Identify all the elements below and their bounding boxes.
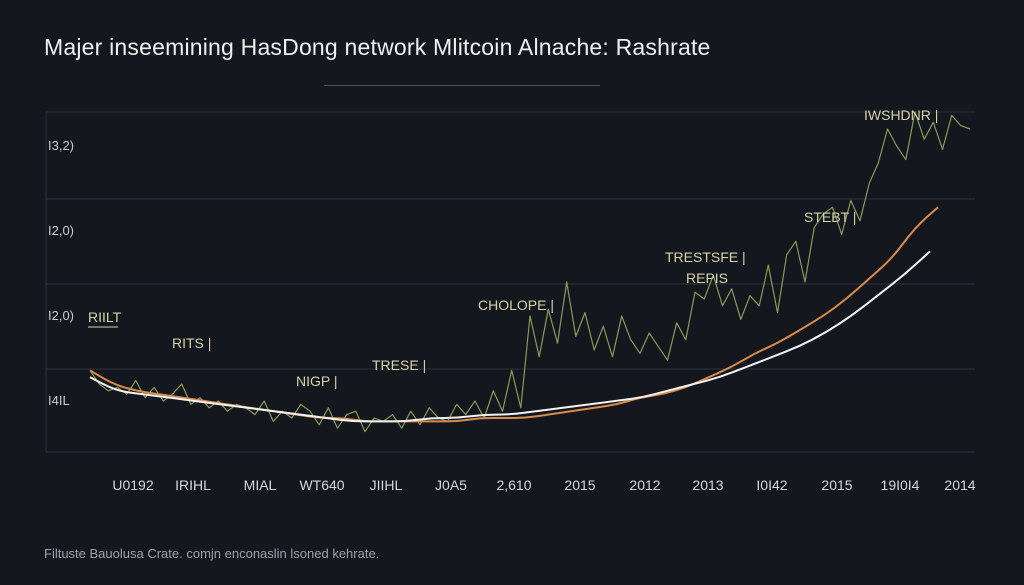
y-tick-layer: I3,2) I2,0) I2,0) I4IL — [48, 138, 74, 408]
series-line-orange — [89, 206, 939, 423]
x-tick-label: 2012 — [629, 477, 660, 493]
x-tick-label: IRIHL — [175, 477, 211, 493]
x-tick-label: MIAL — [244, 477, 277, 493]
chart-footer-caption: Filtuste Bauolusa Crate. comjn enconasli… — [44, 546, 380, 561]
y-tick-label: I2,0) — [48, 223, 74, 238]
x-tick-label: JIIHL — [370, 477, 403, 493]
x-tick-label: U0192 — [112, 477, 153, 493]
x-tick-label: 2014 — [944, 477, 975, 493]
x-tick-label: 2013 — [692, 477, 723, 493]
annotation-label: STEBT | — [804, 209, 856, 225]
y-tick-label: I2,0) — [48, 308, 74, 323]
y-tick-label: I3,2) — [48, 138, 74, 153]
x-tick-label: 19I0I4 — [881, 477, 920, 493]
x-tick-label: 2,610 — [496, 477, 531, 493]
series-line-white — [89, 250, 931, 423]
annotation-label: CHOLOPE | — [478, 297, 554, 313]
title-divider — [324, 85, 600, 86]
x-tick-layer: U0192 IRIHL MIAL WT640 JIIHL J0A5 2,610 2015 201… — [112, 477, 975, 493]
x-tick-label: WT640 — [299, 477, 344, 493]
annotation-layer: RIILT RITS | NIGP | TRESE | CHOLOPE | TRESTSF… — [88, 107, 938, 389]
grid-layer — [45, 111, 975, 453]
annotation-label: IWSHDNR | — [864, 107, 938, 123]
annotation-label: RITS | — [172, 335, 211, 351]
y-tick-label: I4IL — [48, 393, 70, 408]
x-tick-label: J0A5 — [435, 477, 467, 493]
series-layer — [89, 111, 971, 433]
chart-title: Majer inseemining HasDong network Mlitco… — [44, 34, 711, 60]
series-line-noisy — [89, 111, 971, 433]
x-tick-label: 2015 — [564, 477, 595, 493]
x-tick-label: 2015 — [821, 477, 852, 493]
annotation-label: TRESE | — [372, 357, 426, 373]
annotation-label: NIGP | — [296, 373, 338, 389]
annotation-label: REPIS — [686, 270, 728, 286]
x-tick-label: I0I42 — [756, 477, 787, 493]
annotation-label: TRESTSFE | — [665, 249, 746, 265]
annotation-label: RIILT — [88, 309, 122, 325]
